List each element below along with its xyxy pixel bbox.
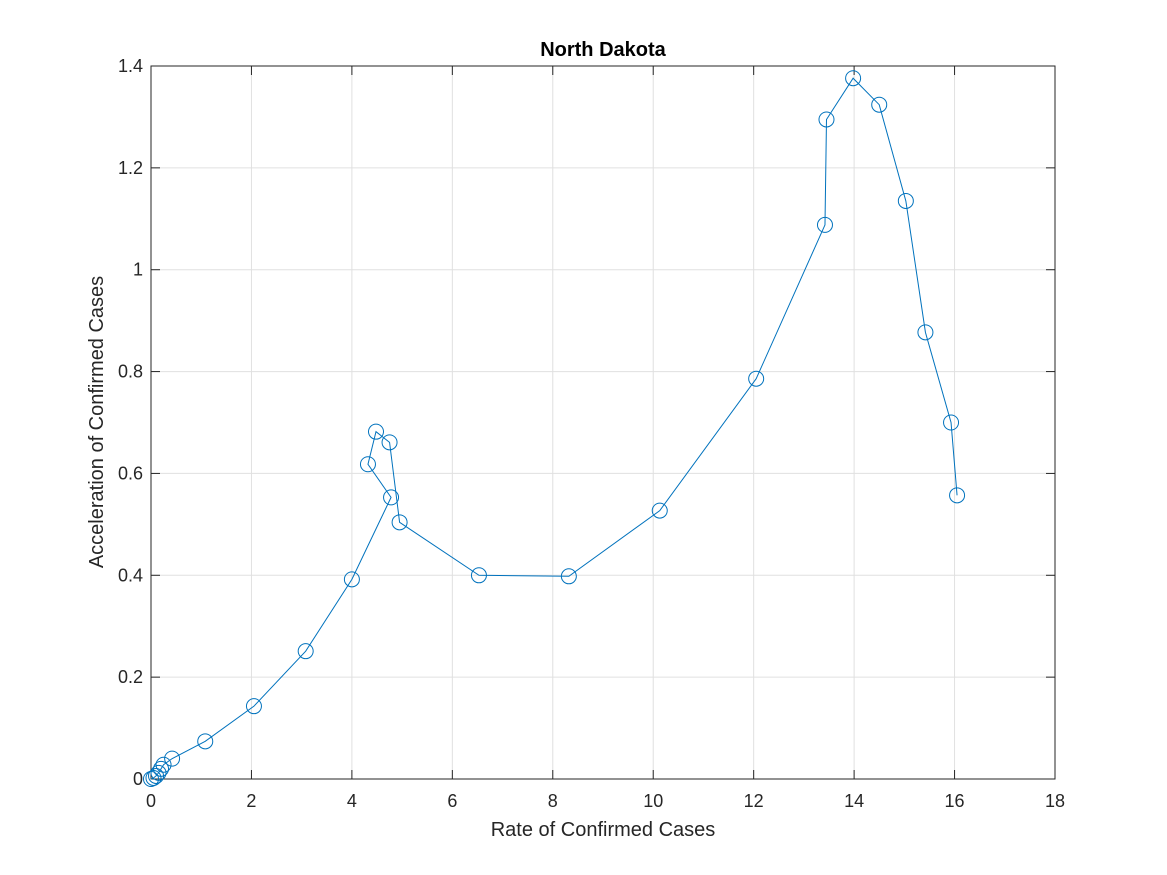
data-point-marker — [470, 567, 487, 584]
y-tick-label: 0 — [133, 769, 143, 789]
data-point-marker — [818, 111, 835, 128]
data-point-marker — [383, 489, 400, 506]
x-tick-label: 16 — [945, 791, 965, 811]
x-tick-label: 12 — [744, 791, 764, 811]
y-tick-label: 0.6 — [118, 463, 143, 483]
data-point-marker — [943, 414, 960, 431]
data-point-marker — [949, 487, 966, 504]
x-tick-label: 14 — [844, 791, 864, 811]
data-point-marker — [560, 568, 577, 585]
data-point-marker — [748, 370, 765, 387]
x-tick-label: 0 — [146, 791, 156, 811]
data-point-marker — [245, 698, 262, 715]
x-axis-label: Rate of Confirmed Cases — [491, 819, 716, 841]
y-tick-label: 1.2 — [118, 158, 143, 178]
data-point-marker — [150, 764, 167, 781]
y-tick-label: 1 — [133, 260, 143, 280]
data-point-marker — [917, 324, 934, 341]
data-point-marker — [155, 756, 172, 773]
y-tick-label: 1.4 — [118, 56, 143, 76]
y-tick-label: 0.8 — [118, 362, 143, 382]
data-point-marker — [845, 70, 862, 87]
data-point-marker — [164, 750, 181, 767]
x-tick-label: 2 — [246, 791, 256, 811]
series-layer — [143, 70, 966, 787]
data-point-marker — [381, 434, 398, 451]
data-point-marker — [816, 216, 833, 233]
axes-layer: 0 2 4 6 8 10 12 14 16 18 0 0.2 0.4 0.6 0.8 1 1.2 1.4 — [118, 56, 1065, 811]
axes-box — [150, 65, 1056, 780]
data-point-marker — [153, 760, 170, 777]
y-axis-label: Acceleration of Confirmed Cases — [86, 276, 108, 568]
x-tick-label: 6 — [447, 791, 457, 811]
y-tick-label: 0.4 — [118, 565, 143, 585]
chart-title: North Dakota — [540, 39, 666, 61]
x-tick-label: 18 — [1045, 791, 1065, 811]
y-tick-label: 0.2 — [118, 667, 143, 687]
data-point-marker — [297, 643, 314, 660]
data-point-marker — [343, 571, 360, 588]
data-point-marker — [391, 514, 408, 531]
x-tick-label: 8 — [548, 791, 558, 811]
data-point-marker — [359, 456, 376, 473]
x-tick-label: 10 — [643, 791, 663, 811]
data-point-marker — [871, 96, 888, 113]
data-point-marker — [367, 423, 384, 440]
data-point-marker — [897, 192, 914, 209]
data-point-marker — [197, 733, 214, 750]
x-tick-label: 4 — [347, 791, 357, 811]
data-point-marker — [651, 502, 668, 519]
